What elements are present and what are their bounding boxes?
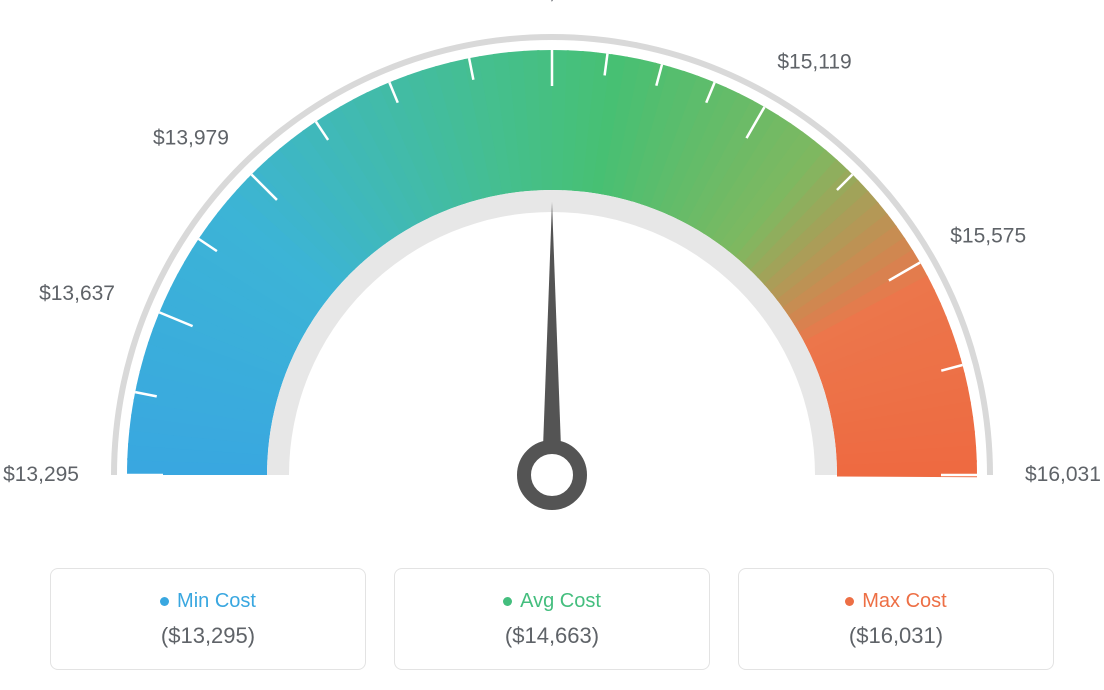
- dot-icon: [503, 597, 512, 606]
- avg-cost-label: Avg Cost: [520, 590, 601, 613]
- gauge-svg: [0, 0, 1104, 540]
- summary-cards: Min Cost ($13,295) Avg Cost ($14,663) Ma…: [50, 568, 1054, 670]
- avg-cost-card: Avg Cost ($14,663): [394, 568, 710, 670]
- gauge-chart: $13,295 $13,637 $13,979 $14,663 $15,119 $15,5…: [0, 0, 1104, 540]
- gauge-tick-label: $14,663: [514, 0, 590, 4]
- max-cost-title: Max Cost: [845, 590, 946, 613]
- max-cost-card: Max Cost ($16,031): [738, 568, 1054, 670]
- min-cost-value: ($13,295): [161, 623, 255, 649]
- gauge-tick-label: $16,031: [1025, 463, 1101, 487]
- gauge-tick-label: $15,575: [950, 224, 1026, 248]
- max-cost-label: Max Cost: [862, 590, 946, 613]
- min-cost-card: Min Cost ($13,295): [50, 568, 366, 670]
- min-cost-label: Min Cost: [177, 590, 256, 613]
- gauge-tick-label: $15,119: [777, 51, 851, 75]
- max-cost-value: ($16,031): [849, 623, 943, 649]
- dot-icon: [845, 597, 854, 606]
- dot-icon: [160, 597, 169, 606]
- avg-cost-value: ($14,663): [505, 623, 599, 649]
- gauge-tick-label: $13,637: [39, 282, 115, 306]
- min-cost-title: Min Cost: [160, 590, 256, 613]
- avg-cost-title: Avg Cost: [503, 590, 601, 613]
- gauge-tick-label: $13,979: [153, 126, 229, 150]
- gauge-tick-label: $13,295: [3, 463, 79, 487]
